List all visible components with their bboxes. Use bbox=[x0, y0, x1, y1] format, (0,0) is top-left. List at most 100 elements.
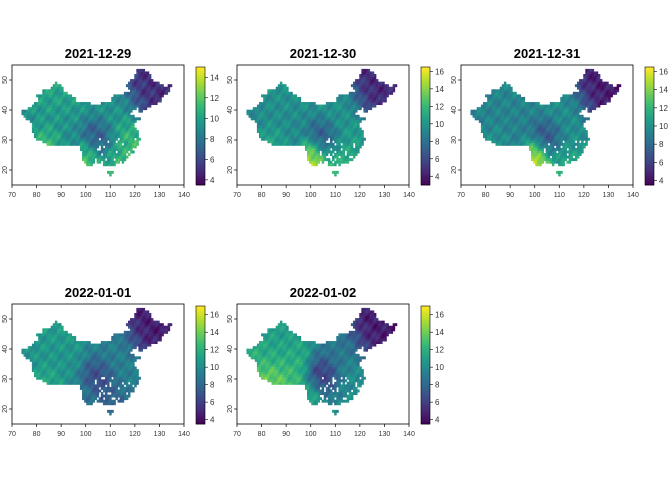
raster-cell bbox=[56, 132, 60, 136]
raster-cell bbox=[100, 122, 104, 126]
raster-cell bbox=[54, 335, 58, 339]
raster-cell bbox=[589, 99, 592, 103]
raster-cell bbox=[88, 348, 91, 352]
raster-cell bbox=[554, 104, 557, 108]
raster-cell bbox=[92, 127, 95, 131]
raster-cell bbox=[579, 117, 582, 121]
raster-cell bbox=[48, 96, 52, 100]
raster-cell bbox=[537, 127, 540, 131]
raster-cell bbox=[271, 89, 275, 93]
raster-cell bbox=[140, 76, 143, 80]
raster-cell bbox=[332, 127, 335, 131]
colorbar-segment bbox=[421, 80, 430, 84]
raster-cell bbox=[36, 94, 39, 98]
raster-cell bbox=[271, 140, 275, 144]
raster-cell bbox=[367, 81, 371, 85]
raster-cell bbox=[533, 109, 536, 113]
raster-cell bbox=[560, 155, 563, 159]
raster-cell bbox=[50, 91, 54, 95]
raster-cell bbox=[102, 160, 106, 164]
raster-cell bbox=[556, 104, 559, 108]
raster-cell bbox=[296, 127, 300, 131]
raster-cell bbox=[526, 125, 530, 128]
raster-cell bbox=[562, 104, 565, 108]
raster-cell bbox=[82, 384, 85, 388]
raster-cell bbox=[117, 132, 121, 136]
raster-cell bbox=[562, 160, 565, 164]
raster-cell bbox=[352, 155, 356, 159]
raster-cell bbox=[304, 109, 308, 113]
raster-cell bbox=[107, 117, 110, 121]
raster-cell bbox=[350, 107, 354, 111]
raster-cell bbox=[309, 153, 312, 156]
raster-cell bbox=[29, 358, 33, 362]
raster-cell bbox=[88, 392, 91, 395]
raster-cell bbox=[42, 99, 45, 103]
raster-cell bbox=[40, 127, 43, 131]
raster-cell bbox=[581, 104, 584, 108]
raster-cell bbox=[581, 89, 584, 93]
raster-cell bbox=[522, 107, 526, 111]
raster-cell bbox=[505, 112, 509, 116]
raster-cell bbox=[146, 81, 150, 85]
raster-cell bbox=[330, 140, 333, 144]
raster-cell bbox=[127, 122, 131, 126]
raster-cell bbox=[31, 366, 35, 370]
raster-cell bbox=[508, 102, 511, 105]
raster-cell bbox=[157, 86, 160, 90]
raster-cell bbox=[478, 107, 482, 111]
raster-cell bbox=[495, 104, 499, 108]
raster-cell bbox=[77, 109, 81, 113]
raster-cell bbox=[94, 104, 98, 108]
raster-cell bbox=[267, 109, 270, 113]
raster-cell bbox=[169, 84, 173, 88]
raster-cell bbox=[342, 150, 346, 154]
raster-cell bbox=[593, 107, 597, 111]
raster-cell bbox=[38, 353, 41, 357]
raster-cell bbox=[94, 114, 98, 118]
raster-cell bbox=[84, 376, 87, 380]
raster-cell bbox=[579, 84, 582, 88]
colorbar-segment bbox=[421, 163, 430, 166]
raster-cell bbox=[52, 371, 56, 375]
raster-cell bbox=[42, 94, 45, 98]
raster-cell bbox=[144, 96, 148, 100]
raster-cell bbox=[359, 137, 362, 141]
raster-cell bbox=[371, 96, 375, 100]
raster-cell bbox=[84, 361, 87, 365]
raster-cell bbox=[277, 125, 281, 128]
raster-cell bbox=[31, 353, 35, 357]
colorbar-segment bbox=[645, 153, 654, 156]
raster-cell bbox=[84, 399, 87, 403]
raster-cell bbox=[572, 94, 576, 98]
raster-cell bbox=[340, 94, 343, 98]
raster-cell bbox=[363, 84, 366, 88]
raster-cell bbox=[59, 117, 62, 121]
raster-cell bbox=[497, 114, 501, 118]
raster-cell bbox=[482, 127, 486, 131]
raster-cell bbox=[505, 94, 509, 98]
raster-cell bbox=[508, 135, 511, 139]
raster-cell bbox=[79, 122, 83, 126]
raster-cell bbox=[474, 109, 478, 113]
raster-cell bbox=[73, 117, 77, 121]
raster-cell bbox=[44, 96, 47, 100]
raster-cell bbox=[277, 91, 281, 95]
raster-cell bbox=[67, 371, 70, 375]
raster-cell bbox=[29, 353, 33, 357]
raster-cell bbox=[100, 358, 104, 362]
raster-cell bbox=[549, 150, 553, 154]
raster-cell bbox=[572, 119, 576, 123]
raster-cell bbox=[537, 160, 540, 164]
raster-cell bbox=[33, 117, 37, 121]
raster-cell bbox=[562, 155, 565, 159]
raster-cell bbox=[520, 107, 524, 111]
raster-cell bbox=[54, 94, 58, 98]
raster-cell bbox=[583, 74, 586, 77]
raster-cell bbox=[67, 107, 70, 111]
raster-cell bbox=[38, 117, 41, 121]
raster-cell bbox=[267, 102, 270, 105]
colorbar-segment bbox=[196, 171, 205, 174]
colorbar-segment bbox=[196, 68, 205, 72]
raster-cell bbox=[273, 127, 277, 131]
